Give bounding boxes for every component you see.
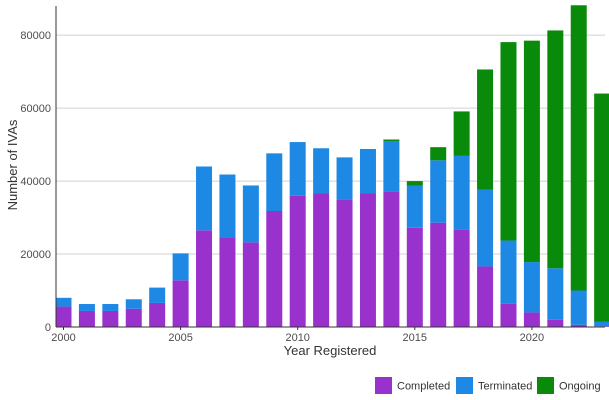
bar-terminated-2021 — [547, 268, 564, 320]
bar-terminated-2007 — [219, 174, 236, 238]
x-tick-label-2010: 2010 — [285, 332, 309, 344]
bar-terminated-2014 — [383, 140, 400, 192]
bar-terminated-2003 — [125, 299, 142, 309]
bar-ongoing-2018 — [477, 69, 494, 190]
bar-terminated-2011 — [313, 148, 330, 194]
y-tick-label-40000: 40000 — [20, 176, 51, 188]
bar-completed-2014 — [383, 191, 400, 327]
legend-label-ongoing: Ongoing — [559, 381, 601, 393]
bar-completed-2003 — [125, 308, 142, 327]
legend-swatch-terminated — [456, 377, 473, 394]
bar-ongoing-2022 — [570, 5, 587, 291]
bar-completed-2017 — [453, 229, 470, 327]
bars — [55, 5, 609, 327]
bar-completed-2006 — [196, 230, 213, 327]
x-tick-label-2000: 2000 — [51, 332, 75, 344]
bar-ongoing-2019 — [500, 42, 517, 241]
legend-label-completed: Completed — [397, 381, 450, 393]
bar-terminated-2023 — [594, 321, 609, 327]
bar-completed-2012 — [336, 199, 353, 327]
x-tick-label-2005: 2005 — [168, 332, 192, 344]
bar-terminated-2019 — [500, 240, 517, 304]
legend-label-terminated: Terminated — [478, 381, 532, 393]
bar-completed-2004 — [149, 302, 166, 327]
bar-terminated-2009 — [266, 153, 283, 211]
bar-completed-2009 — [266, 211, 283, 327]
legend: Completed Terminated Ongoing — [375, 377, 601, 394]
bar-completed-2021 — [547, 319, 564, 327]
legend-swatch-ongoing — [537, 377, 554, 394]
bar-terminated-2017 — [453, 155, 470, 230]
bar-terminated-2001 — [78, 304, 95, 311]
bar-completed-2005 — [172, 280, 189, 327]
axes — [55, 6, 605, 328]
y-tick-label-20000: 20000 — [20, 249, 51, 261]
bar-completed-2008 — [242, 242, 259, 327]
bar-ongoing-2015 — [406, 181, 423, 186]
bar-terminated-2015 — [406, 185, 423, 228]
bar-ongoing-2017 — [453, 111, 470, 156]
bar-terminated-2008 — [242, 185, 259, 243]
gridlines — [56, 34, 605, 255]
bar-completed-2020 — [523, 312, 540, 327]
bar-terminated-2004 — [149, 287, 166, 303]
bar-ongoing-2023 — [594, 93, 609, 322]
legend-swatch-completed — [375, 377, 392, 394]
x-tick-labels: 2000 2005 2010 2015 2020 — [51, 327, 544, 344]
bar-completed-2000 — [55, 306, 72, 327]
bar-terminated-2020 — [523, 262, 540, 313]
bar-completed-2007 — [219, 238, 236, 327]
bar-ongoing-2014 — [383, 139, 400, 141]
y-tick-label-80000: 80000 — [20, 30, 51, 42]
bar-completed-2015 — [406, 227, 423, 327]
bar-completed-2011 — [313, 193, 330, 327]
y-tick-label-60000: 60000 — [20, 103, 51, 115]
x-axis-title: Year Registered — [284, 343, 377, 358]
bar-terminated-2013 — [359, 148, 376, 194]
bar-terminated-2000 — [55, 297, 72, 307]
bar-ongoing-2016 — [430, 147, 447, 161]
bar-terminated-2010 — [289, 142, 306, 196]
bar-terminated-2002 — [102, 304, 119, 311]
bar-completed-2022 — [570, 324, 587, 327]
bar-terminated-2018 — [477, 189, 494, 267]
bar-completed-2016 — [430, 222, 447, 327]
bar-completed-2010 — [289, 195, 306, 327]
bar-ongoing-2020 — [523, 40, 540, 263]
y-tick-label-0: 0 — [45, 322, 51, 334]
bar-completed-2018 — [477, 266, 494, 327]
x-tick-label-2020: 2020 — [520, 332, 544, 344]
y-tick-labels: 0 20000 40000 60000 80000 — [20, 30, 51, 334]
bar-terminated-2006 — [196, 166, 213, 231]
bar-terminated-2012 — [336, 157, 353, 200]
x-tick-label-2015: 2015 — [403, 332, 427, 344]
bar-completed-2019 — [500, 303, 517, 327]
bar-ongoing-2021 — [547, 30, 564, 269]
bar-completed-2013 — [359, 193, 376, 327]
bar-terminated-2016 — [430, 160, 447, 223]
y-axis-title: Number of IVAs — [5, 119, 20, 210]
bar-terminated-2005 — [172, 253, 189, 281]
bar-terminated-2022 — [570, 290, 587, 325]
bar-completed-2002 — [102, 310, 119, 327]
bar-completed-2001 — [78, 310, 95, 327]
